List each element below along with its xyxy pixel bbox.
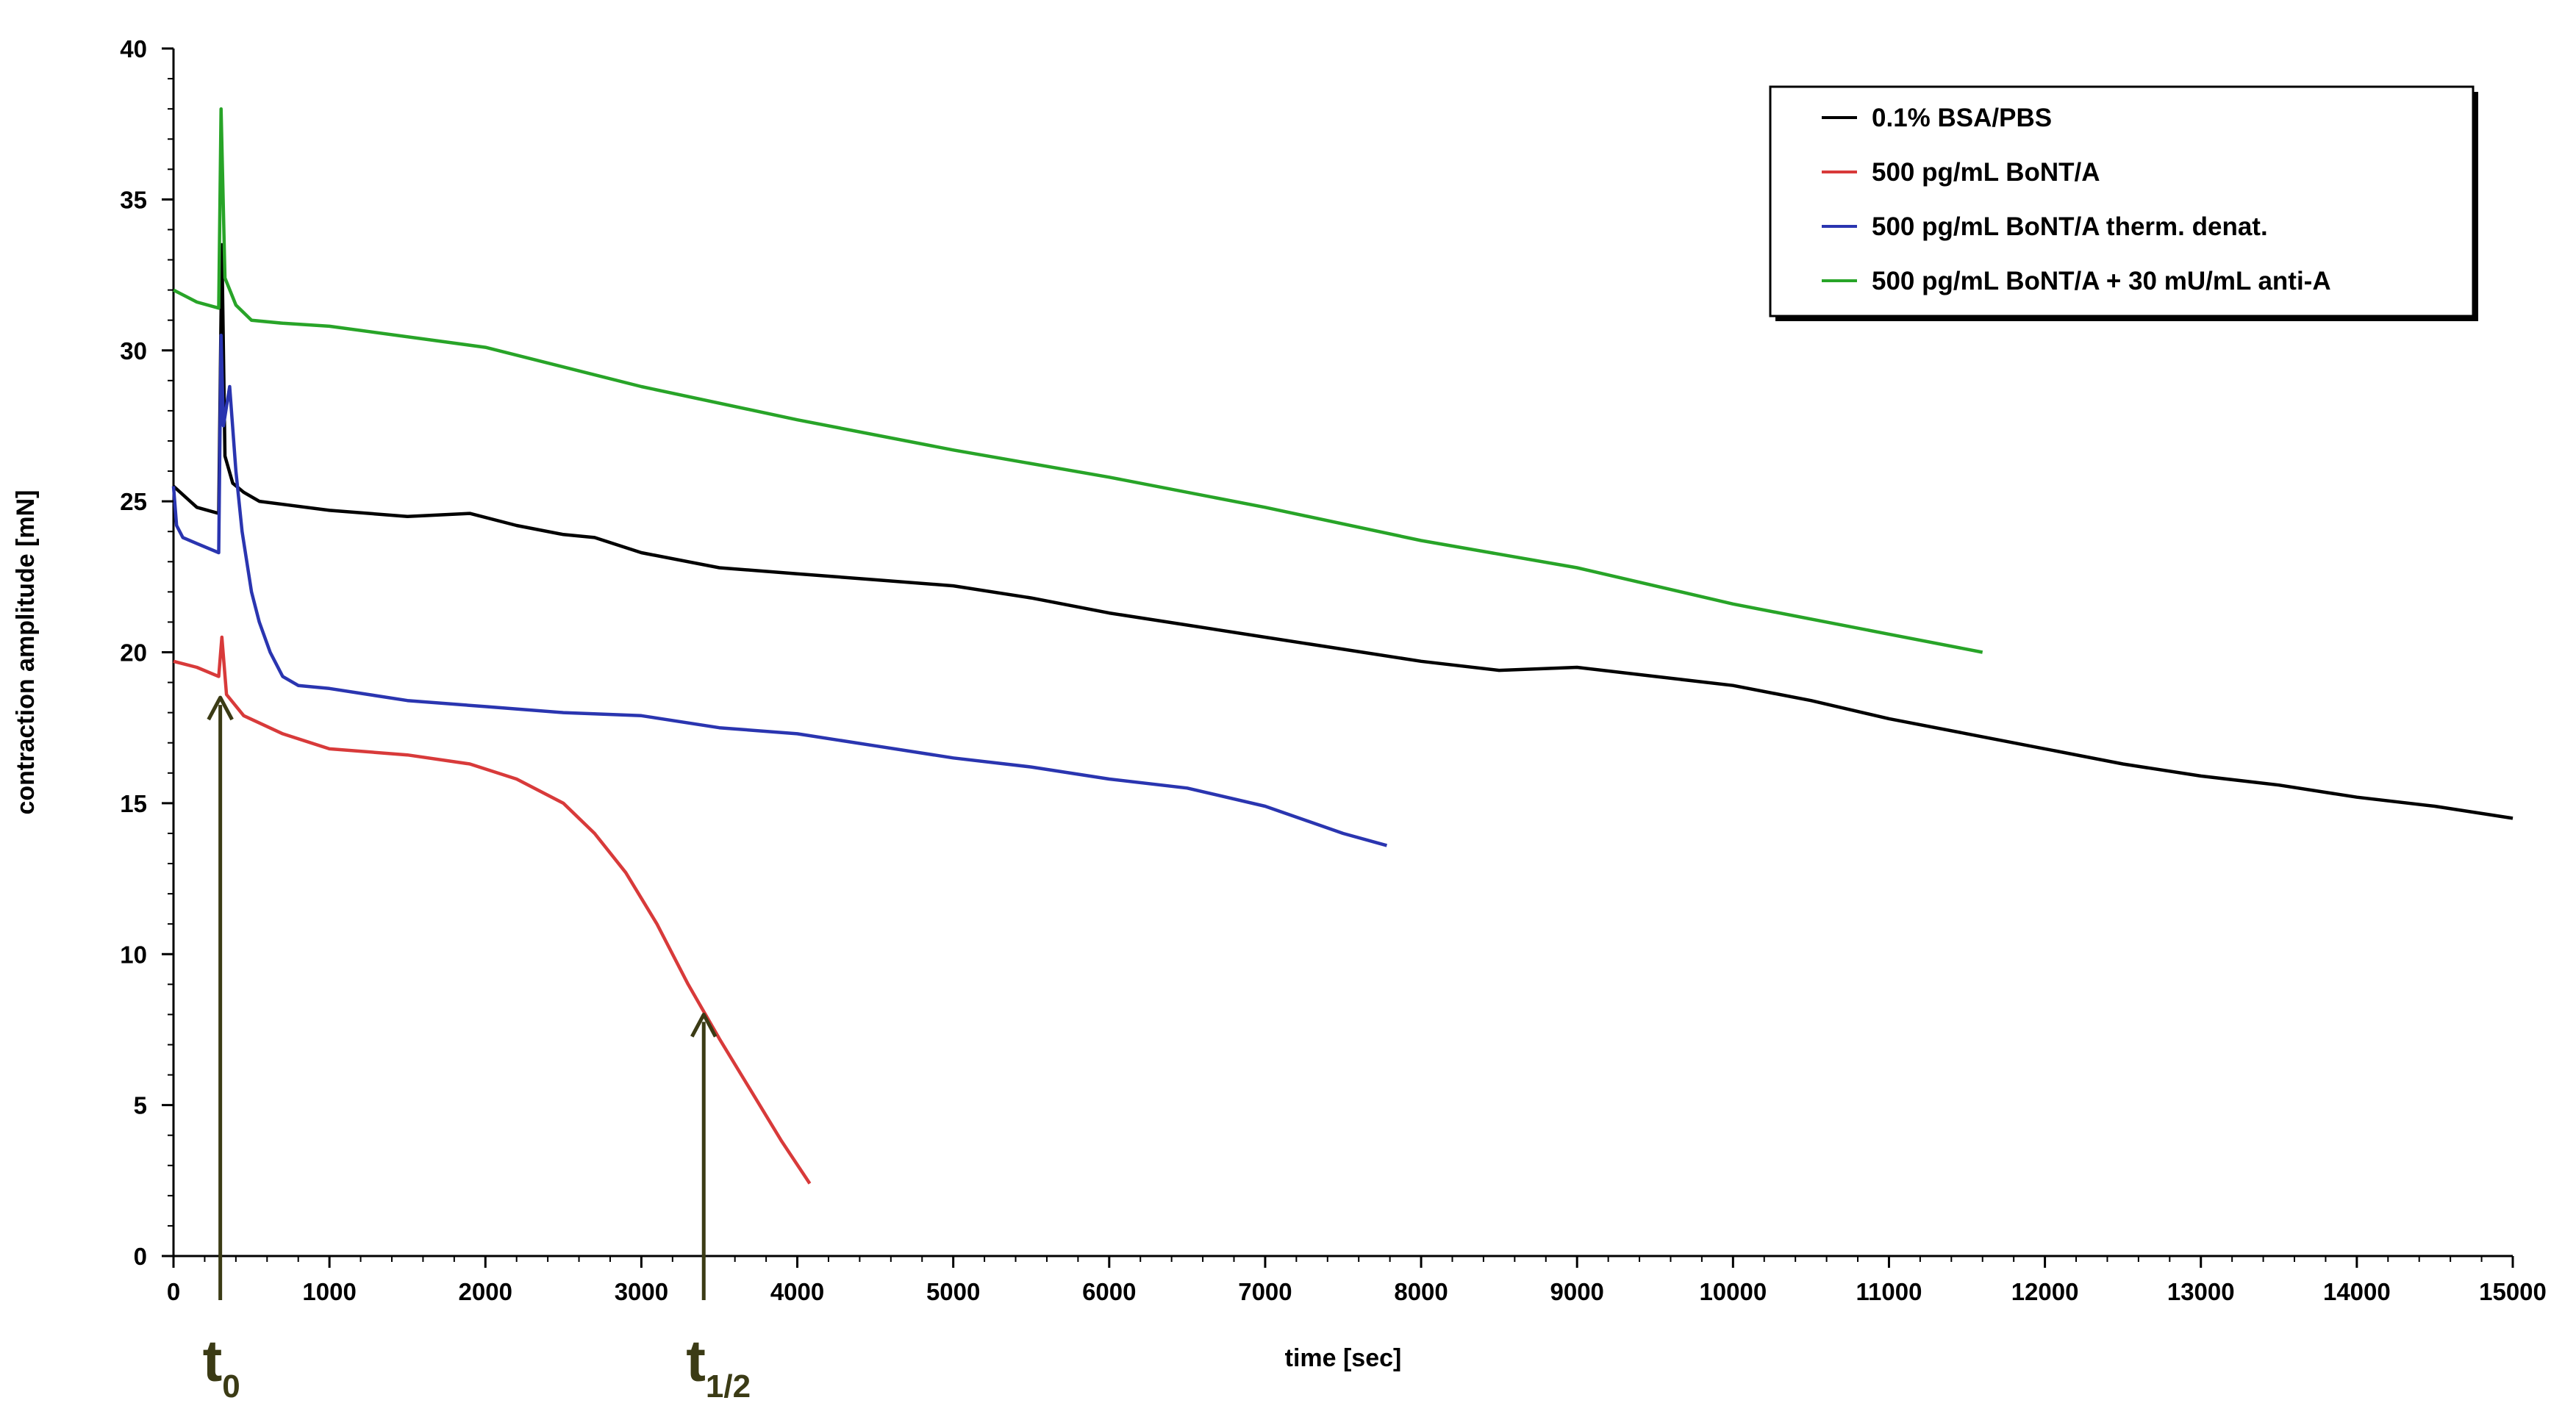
legend-box	[1769, 85, 2475, 317]
x-tick-label: 3000	[615, 1278, 668, 1305]
y-tick-label: 20	[120, 639, 147, 667]
legend-label-4: 500 pg/mL BoNT/A + 30 mU/mL anti-A	[1872, 267, 2331, 295]
legend-label-1: 0.1% BSA/PBS	[1872, 104, 2052, 132]
y-tick-label: 0	[134, 1243, 147, 1270]
x-tick-label: 2000	[459, 1278, 512, 1305]
annotation-arrow-head	[690, 1012, 718, 1038]
y-tick-label: 15	[120, 790, 147, 817]
series-line-1	[172, 243, 2514, 820]
annotation-subscript: 1/2	[706, 1368, 751, 1404]
legend-label-2: 500 pg/mL BoNT/A	[1872, 158, 2100, 187]
x-tick-label: 9000	[1550, 1278, 1603, 1305]
x-tick-label: 5000	[926, 1278, 980, 1305]
x-tick-label: 0	[167, 1278, 180, 1305]
annotation-main: t	[686, 1328, 706, 1393]
x-axis-title: time [sec]	[1285, 1344, 1402, 1372]
y-tick-label: 5	[134, 1092, 147, 1119]
x-tick-label: 4000	[770, 1278, 824, 1305]
y-axis-title: contraction amplitude [mN]	[12, 489, 40, 814]
annotation-arrow-head	[207, 695, 234, 721]
x-tick-label: 15000	[2479, 1278, 2547, 1305]
y-tick-label: 30	[120, 337, 147, 365]
x-tick-label: 8000	[1394, 1278, 1448, 1305]
x-tick-label: 14000	[2323, 1278, 2391, 1305]
annotation-label: t1/2	[686, 1328, 751, 1404]
legend: 0.1% BSA/PBS 500 pg/mL BoNT/A 500 pg/mL Bo…	[1769, 85, 2478, 321]
annotation-layer: t0 t1/2	[203, 695, 751, 1404]
y-tick-label: 10	[120, 941, 147, 968]
x-axis: 0 1000 2000 3000 4000 5000 6000 7000 8000 9000 100…	[167, 1256, 2547, 1305]
annotation-main: t	[203, 1328, 223, 1393]
annotation-label: t0	[203, 1328, 240, 1404]
legend-label-3: 500 pg/mL BoNT/A therm. denat.	[1872, 212, 2268, 241]
x-tick-label: 6000	[1082, 1278, 1136, 1305]
x-tick-label: 7000	[1238, 1278, 1292, 1305]
y-tick-label: 25	[120, 488, 147, 515]
series-line-4	[172, 107, 1983, 654]
x-tick-label: 11000	[1856, 1278, 1922, 1305]
x-tick-label: 12000	[2011, 1278, 2079, 1305]
y-tick-label: 35	[120, 186, 147, 213]
x-tick-label: 10000	[1699, 1278, 1767, 1305]
series-line-3	[171, 333, 1387, 847]
series-layer	[171, 107, 2514, 1185]
x-tick-label: 1000	[302, 1278, 356, 1305]
y-axis: 0 5 10 15 20 25 30 35 40	[120, 35, 173, 1270]
y-tick-label: 40	[120, 35, 147, 62]
series-line-2	[173, 635, 812, 1185]
x-tick-label: 13000	[2167, 1278, 2235, 1305]
annotation-subscript: 0	[222, 1368, 240, 1404]
